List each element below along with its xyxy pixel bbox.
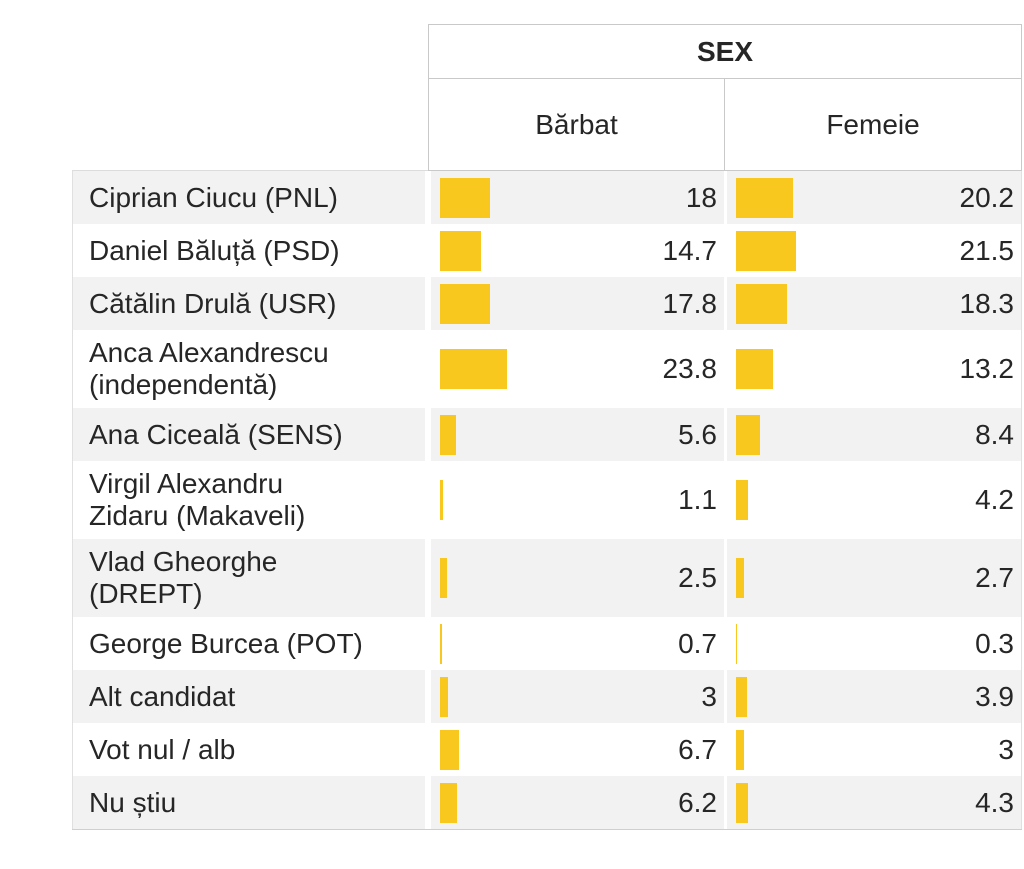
barbat-value-cell: 6.7 <box>428 723 724 776</box>
barbat-value-cell: 17.8 <box>428 277 724 330</box>
bar-value: 20.2 <box>959 181 1015 213</box>
row-label-cell: Ana Ciceală (SENS) <box>72 408 428 461</box>
femeie-value-cell: 13.2 <box>724 330 1022 408</box>
bar-value: 0.3 <box>975 627 1014 659</box>
row-label: Daniel Băluță (PSD) <box>89 234 340 266</box>
crosstab-grid: SEX Bărbat Femeie Ciprian Ciucu (PNL) 18… <box>72 24 1022 830</box>
bar <box>440 623 442 664</box>
barbat-value-cell: 2.5 <box>428 539 724 617</box>
femeie-value-cell: 20.2 <box>724 171 1022 224</box>
bar <box>440 729 459 770</box>
barbat-value-cell: 0.7 <box>428 617 724 670</box>
femeie-value-cell: 3 <box>724 723 1022 776</box>
barbat-value-cell: 6.2 <box>428 776 724 829</box>
bar-value: 17.8 <box>662 287 718 319</box>
bar <box>736 177 793 218</box>
row-label-cell: George Burcea (POT) <box>72 617 428 670</box>
row-label: Anca Alexandrescu (independentă) <box>89 337 329 400</box>
row-label-cell: Nu știu <box>72 776 428 829</box>
femeie-value-cell: 21.5 <box>724 224 1022 277</box>
bar-value: 2.7 <box>975 562 1014 593</box>
bar-value: 4.3 <box>975 786 1014 818</box>
row-label-cell: Ciprian Ciucu (PNL) <box>72 171 428 224</box>
barbat-value-cell: 1.1 <box>428 461 724 539</box>
bar <box>736 414 760 455</box>
row-label-cell: Daniel Băluță (PSD) <box>72 224 428 277</box>
group-header-sex: SEX <box>428 24 1022 79</box>
barbat-value-cell: 5.6 <box>428 408 724 461</box>
bar <box>736 623 737 664</box>
row-label-cell: Vot nul / alb <box>72 723 428 776</box>
femeie-value-cell: 0.3 <box>724 617 1022 670</box>
bar <box>440 480 444 520</box>
barbat-value-cell: 3 <box>428 670 724 723</box>
bar <box>440 782 458 823</box>
bar-value: 18 <box>685 181 717 213</box>
bar-value: 23.8 <box>662 353 718 384</box>
row-label-cell: Alt candidat <box>72 670 428 723</box>
barbat-value-cell: 14.7 <box>428 224 724 277</box>
bar <box>736 676 747 717</box>
bar <box>440 349 507 389</box>
bar <box>440 230 482 271</box>
row-label: Alt candidat <box>89 680 236 712</box>
bar <box>736 729 745 770</box>
femeie-value-cell: 18.3 <box>724 277 1022 330</box>
bar-value: 14.7 <box>662 234 718 266</box>
bar-value: 3 <box>701 680 717 712</box>
bar <box>440 558 447 598</box>
column-header-barbat: Bărbat <box>428 79 724 171</box>
bar-value: 3 <box>998 733 1014 765</box>
bar-value: 13.2 <box>959 353 1015 384</box>
bar-value: 5.6 <box>678 418 717 450</box>
row-label-cell: Cătălin Drulă (USR) <box>72 277 428 330</box>
barbat-value-cell: 18 <box>428 171 724 224</box>
femeie-value-cell: 4.3 <box>724 776 1022 829</box>
row-label: Ana Ciceală (SENS) <box>89 418 343 450</box>
row-label: George Burcea (POT) <box>89 627 363 659</box>
row-label-cell: Virgil Alexandru Zidaru (Makaveli) <box>72 461 428 539</box>
bar-value: 4.2 <box>975 484 1014 515</box>
femeie-value-cell: 8.4 <box>724 408 1022 461</box>
bar-value: 21.5 <box>959 234 1015 266</box>
bar-value: 6.7 <box>678 733 717 765</box>
row-label: Ciprian Ciucu (PNL) <box>89 181 338 213</box>
row-label: Cătălin Drulă (USR) <box>89 287 337 319</box>
bar <box>440 676 449 717</box>
row-label: Virgil Alexandru Zidaru (Makaveli) <box>89 468 306 531</box>
bar <box>440 283 490 324</box>
header-corner-top <box>72 24 428 79</box>
bar-value: 6.2 <box>678 786 717 818</box>
bar-value: 18.3 <box>959 287 1015 319</box>
row-label: Vlad Gheorghe (DREPT) <box>89 546 278 609</box>
column-header-femeie: Femeie <box>724 79 1022 171</box>
femeie-value-cell: 2.7 <box>724 539 1022 617</box>
bar-value: 2.5 <box>678 562 717 593</box>
header-corner-sub <box>72 79 428 171</box>
bar <box>736 283 788 324</box>
bar <box>736 230 797 271</box>
bar <box>736 480 748 520</box>
bar-value: 3.9 <box>975 680 1014 712</box>
bar <box>440 414 456 455</box>
barbat-value-cell: 23.8 <box>428 330 724 408</box>
row-label-cell: Anca Alexandrescu (independentă) <box>72 330 428 408</box>
bar-value: 1.1 <box>678 484 717 515</box>
bar-value: 0.7 <box>678 627 717 659</box>
bar <box>736 558 744 598</box>
bar-value: 8.4 <box>975 418 1014 450</box>
row-label-cell: Vlad Gheorghe (DREPT) <box>72 539 428 617</box>
femeie-value-cell: 3.9 <box>724 670 1022 723</box>
bar <box>736 782 749 823</box>
femeie-value-cell: 4.2 <box>724 461 1022 539</box>
row-label: Nu știu <box>89 786 177 818</box>
row-label: Vot nul / alb <box>89 733 236 765</box>
bar <box>440 177 491 218</box>
bar <box>736 349 773 389</box>
